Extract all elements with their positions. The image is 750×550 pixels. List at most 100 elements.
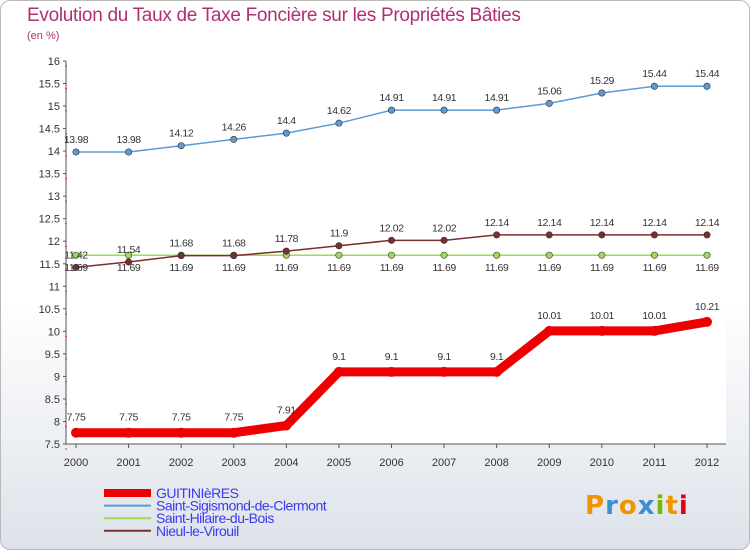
data-label: 11.69 [538, 262, 562, 274]
data-label: 14.62 [327, 105, 352, 117]
data-label: 14.91 [432, 92, 457, 104]
data-point [650, 82, 658, 90]
legend-label: GUITINIèRES [156, 485, 239, 501]
data-label: 15.06 [537, 85, 562, 97]
data-label: 14.4 [277, 115, 296, 127]
data-point [493, 251, 501, 259]
data-point [491, 366, 502, 377]
data-label: 12.14 [590, 217, 615, 229]
data-label: 12.14 [537, 217, 562, 229]
logo-letter: t [665, 491, 679, 521]
data-point [703, 231, 711, 239]
data-point [228, 427, 239, 438]
data-point [386, 366, 397, 377]
data-label: 11.69 [643, 262, 667, 274]
y-tick-label: 10.5 [39, 304, 60, 316]
data-label: 11.68 [169, 238, 193, 250]
chart-title: Evolution du Taux de Taxe Foncière sur l… [27, 5, 521, 26]
data-point [440, 251, 448, 259]
data-label: 11.69 [117, 262, 141, 274]
y-tick-label: 14 [48, 146, 60, 158]
data-point [387, 236, 395, 244]
data-label: 11.69 [64, 262, 88, 274]
data-label: 11.42 [64, 249, 88, 261]
plot-area [66, 61, 726, 444]
data-point [387, 106, 395, 114]
data-point [545, 231, 553, 239]
data-label: 11.69 [222, 262, 246, 274]
logo-letter: x [637, 491, 656, 521]
data-point [72, 251, 80, 259]
x-tick-label: 2011 [643, 457, 667, 469]
x-tick-label: 2004 [274, 457, 298, 469]
data-label: 15.29 [590, 75, 615, 87]
data-point [176, 427, 187, 438]
data-label: 12.14 [485, 217, 510, 229]
data-label: 9.1 [490, 351, 504, 363]
data-label: 7.75 [224, 412, 243, 424]
data-point [71, 427, 81, 438]
data-label: 9.1 [332, 351, 346, 363]
data-point [387, 251, 395, 259]
y-tick-label: 11 [49, 281, 60, 293]
x-tick-label: 2005 [327, 457, 351, 469]
data-point [125, 258, 133, 266]
data-label: 7.75 [67, 412, 86, 424]
data-point [703, 82, 711, 90]
data-point [230, 135, 238, 143]
data-label: 11.69 [432, 262, 456, 274]
data-label: 10.01 [642, 310, 667, 322]
data-point [598, 89, 606, 97]
data-point [544, 325, 555, 336]
data-point [545, 99, 553, 107]
y-tick-label: 13.5 [39, 169, 60, 181]
data-point [439, 366, 450, 377]
data-label: 11.69 [275, 262, 299, 274]
data-point [125, 148, 133, 156]
y-tick-label: 8 [54, 416, 60, 428]
x-tick-label: 2002 [169, 457, 193, 469]
data-point [282, 129, 290, 137]
data-point [493, 231, 501, 239]
data-point [230, 252, 238, 260]
data-label: 11.69 [695, 262, 719, 274]
x-tick-label: 2000 [64, 457, 88, 469]
y-tick-label: 10 [48, 326, 60, 338]
y-tick-label: 15.5 [39, 79, 60, 91]
data-label: 10.01 [537, 310, 562, 322]
data-label: 7.91 [277, 405, 296, 417]
data-label: 9.1 [437, 351, 451, 363]
data-point [650, 231, 658, 239]
y-tick-label: 15 [48, 101, 60, 113]
x-tick-label: 2009 [537, 457, 561, 469]
y-tick-label: 9 [54, 371, 60, 383]
data-point [335, 242, 343, 250]
data-point [125, 251, 133, 259]
data-label: 14.26 [222, 121, 247, 133]
data-label: 15.44 [642, 68, 667, 80]
data-point [650, 251, 658, 259]
data-label: 12.14 [642, 217, 667, 229]
data-label: 11.9 [330, 228, 349, 240]
data-label: 15.44 [695, 68, 720, 80]
data-point [335, 119, 343, 127]
data-label: 11.69 [380, 262, 404, 274]
logo-letter: o [618, 491, 638, 521]
proxiti-logo: Proxiti [585, 491, 689, 521]
data-point [493, 106, 501, 114]
x-tick-label: 2008 [484, 457, 508, 469]
data-point [440, 106, 448, 114]
y-tick-label: 12.5 [39, 214, 60, 226]
y-tick-label: 8.5 [45, 394, 60, 406]
data-point [598, 231, 606, 239]
data-point [281, 420, 292, 431]
logo-letter: i [655, 491, 666, 521]
data-label: 10.21 [695, 301, 720, 313]
data-point [649, 325, 660, 336]
data-label: 11.69 [327, 262, 351, 274]
data-point [703, 251, 711, 259]
data-label: 14.12 [169, 128, 194, 140]
data-label: 11.69 [169, 262, 193, 274]
legend-label: Nieul-le-Virouil [156, 523, 239, 539]
